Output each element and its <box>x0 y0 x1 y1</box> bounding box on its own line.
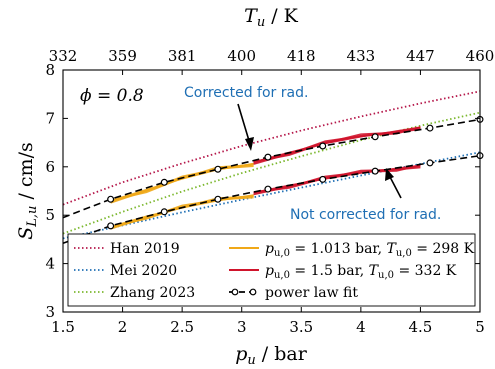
top-tick-label: 460 <box>466 47 495 65</box>
y-tick-label: 3 <box>45 303 55 321</box>
power-law-marker-corrected <box>214 165 222 173</box>
power-law-marker-corrected <box>426 124 434 132</box>
mei-2020-line <box>62 151 481 240</box>
power-law-fit-uncorrected <box>62 154 481 245</box>
legend-label-zhang: Zhang 2023 <box>110 285 195 301</box>
corrected-arrow <box>237 103 254 151</box>
legend-label-15bar: pu,0 = 1.5 bar, Tu,0 = 332 K <box>265 263 457 281</box>
x-tick-label: 4 <box>356 318 366 336</box>
not-corrected-arrow <box>385 168 402 199</box>
phi-annotation: ϕ = 0.8 <box>80 86 144 106</box>
experiment-1013bar-corrected-trace <box>110 165 254 204</box>
x-axis-title: pu / bar <box>235 343 308 368</box>
top-tick-label: 447 <box>406 47 435 65</box>
legend-label-powerlaw: power law fit <box>265 285 358 301</box>
legend-box <box>67 233 476 307</box>
legend-label-han: Han 2019 <box>110 241 180 257</box>
y-tick-label: 8 <box>45 61 55 79</box>
plot-layer <box>62 90 484 245</box>
power-law-marker-corrected <box>264 153 272 161</box>
power-law-marker-corrected <box>319 142 327 150</box>
power-law-marker-uncorrected <box>319 175 327 183</box>
legend: Han 2019 Mei 2020 Zhang 2023 pu,0 = 1.01… <box>67 233 476 307</box>
x-tick-label: 1.5 <box>51 318 75 336</box>
legend-entry-zhang: Zhang 2023 <box>74 285 195 301</box>
x-tick-label: 3 <box>237 318 247 336</box>
power-law-marker-uncorrected <box>214 195 222 203</box>
power-law-marker-corrected <box>107 195 115 203</box>
power-law-marker-uncorrected <box>371 167 379 175</box>
experiment-15bar-uncorrected-trace <box>253 164 421 196</box>
x-tick-label: 2.5 <box>170 318 194 336</box>
legend-entry-15bar: pu,0 = 1.5 bar, Tu,0 = 332 K <box>229 263 457 281</box>
x-tick-label: 5 <box>475 318 485 336</box>
y-tick-label: 6 <box>45 158 55 176</box>
han-2019-line <box>62 90 481 206</box>
power-law-marker-uncorrected <box>264 185 272 193</box>
legend-entry-mei: Mei 2020 <box>74 263 177 279</box>
legend-entry-han: Han 2019 <box>74 241 180 257</box>
y-tick-label: 4 <box>45 255 55 273</box>
power-law-marker-uncorrected <box>107 222 115 230</box>
top-tick-label: 400 <box>227 47 256 65</box>
experiment-1013bar-uncorrected-trace <box>110 197 254 230</box>
top-tick-label: 359 <box>108 47 137 65</box>
legend-label-mei: Mei 2020 <box>110 263 177 279</box>
plot-frame <box>62 69 481 313</box>
experiment-1013bar-corrected-trace <box>110 163 254 202</box>
not-corrected-annotation: Not corrected for rad. <box>290 207 441 223</box>
experiment-15bar-corrected-trace <box>253 126 421 165</box>
legend-label-1013bar: pu,0 = 1.013 bar, Tu,0 = 298 K <box>265 241 475 259</box>
power-law-marker-uncorrected <box>160 208 168 216</box>
y-tick-label: 5 <box>45 206 55 224</box>
top-tick-label: 418 <box>287 47 316 65</box>
top-tick-label: 332 <box>49 47 78 65</box>
top-tick-label: 433 <box>347 47 376 65</box>
power-law-marker-corrected <box>160 178 168 186</box>
power-law-marker-corrected <box>371 133 379 141</box>
x-tick-label: 3.5 <box>289 318 313 336</box>
legend-entry-1013bar: pu,0 = 1.013 bar, Tu,0 = 298 K <box>229 241 475 259</box>
y-tick-label: 7 <box>45 109 55 127</box>
legend-entry-powerlaw: power law fit <box>229 285 358 301</box>
y-axis-title: SL,u / cm/s <box>15 142 40 239</box>
top-tick-label: 381 <box>168 47 197 65</box>
corrected-annotation: Corrected for rad. <box>184 85 308 101</box>
power-law-marker-uncorrected <box>426 159 434 167</box>
x-tick-label: 2 <box>118 318 128 336</box>
ticks-layer: 1.5 2 2.5 3 3.5 4 4.5 5 332 359 381 400 418 433 447 460… <box>45 47 494 336</box>
top-axis-title: Tu / K <box>244 5 299 30</box>
x-tick-label: 4.5 <box>408 318 432 336</box>
